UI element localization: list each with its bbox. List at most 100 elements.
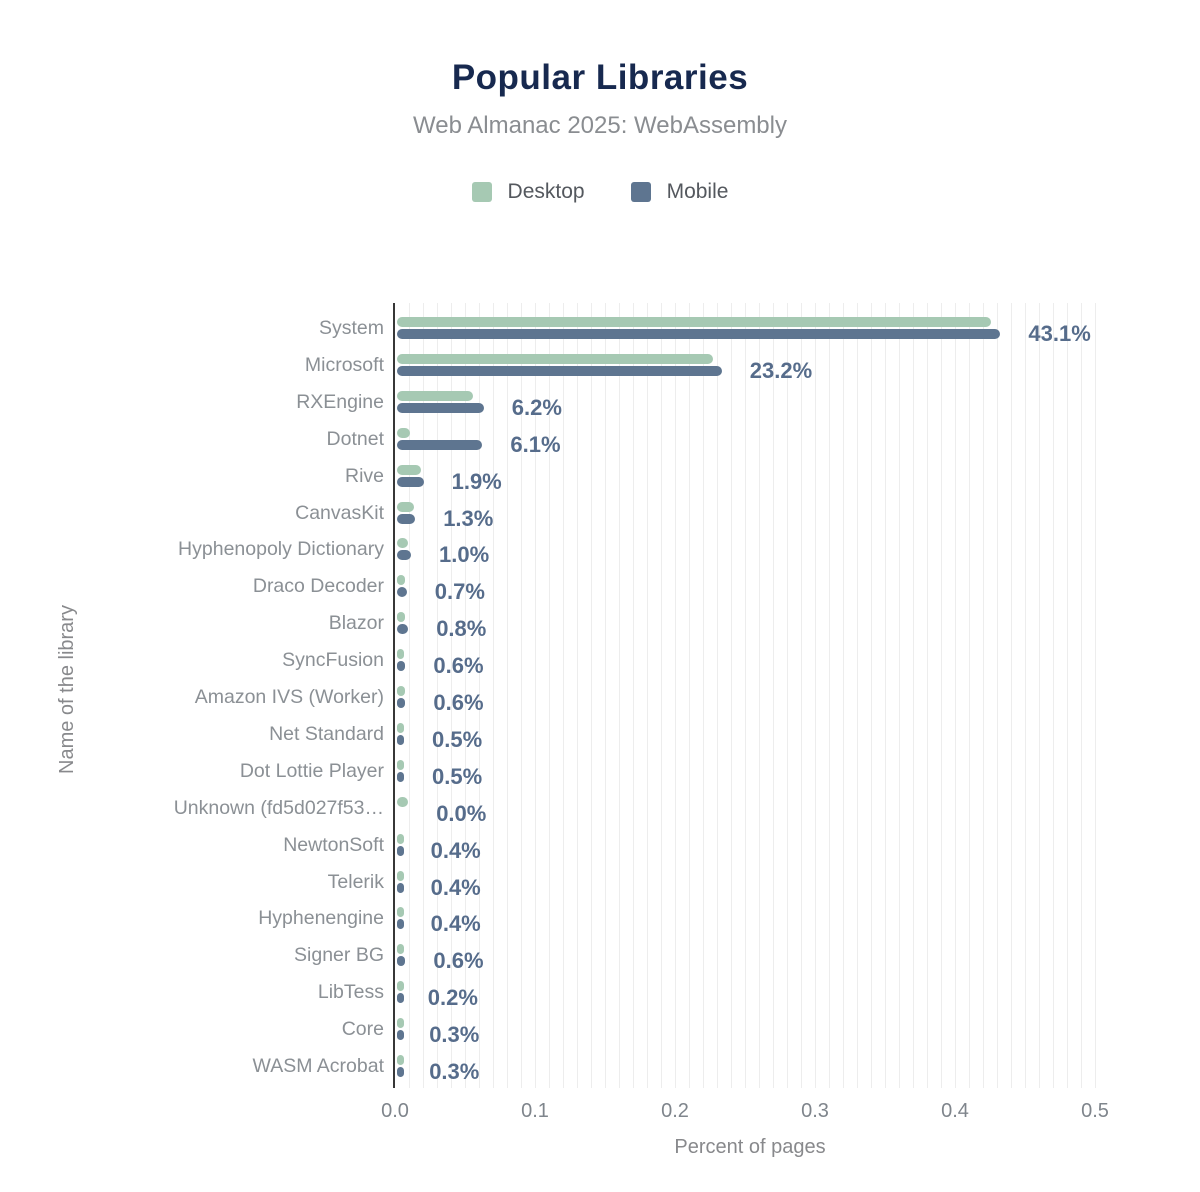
gridline: [913, 303, 914, 1088]
gridline: [1011, 303, 1012, 1088]
value-label: 1.0%: [439, 542, 490, 568]
category-label: Signer BG: [294, 944, 384, 967]
category-label: System: [318, 317, 384, 339]
gridline: [731, 303, 732, 1088]
desktop-bar[interactable]: [397, 390, 473, 401]
gridline: [1039, 303, 1040, 1088]
category-label: WASM Acrobat: [252, 1055, 384, 1077]
gridline: [997, 303, 998, 1088]
desktop-bar[interactable]: [397, 870, 404, 881]
category-label: Blazor: [328, 612, 384, 635]
plot-area: Percent of pages System 43.1% Microsoft 23.…: [174, 303, 1109, 1158]
gridline: [689, 303, 690, 1088]
x-tick-label: 0.5: [1081, 1100, 1109, 1122]
category-label: CanvasKit: [295, 501, 384, 524]
gridline: [451, 303, 452, 1088]
category-label: Telerik: [327, 870, 384, 893]
value-label: 0.2%: [427, 985, 478, 1011]
mobile-bar[interactable]: [397, 550, 411, 561]
gridline: [969, 303, 970, 1088]
chart-title: Popular Libraries: [451, 58, 749, 97]
x-tick-label: 0.2: [661, 1100, 689, 1122]
mobile-bar[interactable]: [397, 698, 406, 708]
mobile-bar[interactable]: [397, 476, 424, 487]
gridline: [857, 303, 858, 1088]
value-label: 0.8%: [436, 616, 487, 642]
value-label: 0.6%: [433, 690, 484, 715]
mobile-bar[interactable]: [397, 402, 484, 413]
gridline: [899, 303, 900, 1088]
mobile-bar[interactable]: [397, 661, 406, 672]
value-label: 0.4%: [430, 837, 481, 863]
value-label: 43.1%: [1028, 321, 1091, 346]
category-label: Core: [341, 1018, 384, 1041]
value-label: 0.7%: [434, 579, 485, 605]
desktop-bar[interactable]: [397, 981, 404, 992]
gridline: [535, 303, 536, 1088]
desktop-bar[interactable]: [397, 353, 714, 364]
mobile-bar[interactable]: [397, 624, 409, 635]
mobile-bar[interactable]: [397, 845, 404, 856]
mobile-bar[interactable]: [397, 439, 483, 450]
gridline: [605, 303, 606, 1088]
gridline: [983, 303, 984, 1088]
desktop-bar[interactable]: [397, 464, 421, 475]
gridline: [717, 303, 718, 1088]
mobile-bar[interactable]: [397, 956, 406, 967]
desktop-bar[interactable]: [397, 722, 404, 733]
desktop-bar[interactable]: [397, 686, 406, 696]
legend-item-desktop[interactable]: Desktop: [471, 180, 585, 204]
gridline: [941, 303, 942, 1088]
gridline: [843, 303, 844, 1088]
mobile-bar[interactable]: [397, 882, 404, 893]
desktop-bar[interactable]: [397, 1018, 404, 1029]
desktop-bar[interactable]: [397, 1055, 404, 1065]
mobile-bar[interactable]: [397, 587, 407, 598]
mobile-bar[interactable]: [397, 1067, 404, 1077]
category-label: Draco Decoder: [252, 575, 384, 598]
desktop-bar[interactable]: [397, 538, 409, 549]
desktop-bar[interactable]: [397, 612, 406, 623]
mobile-bar[interactable]: [397, 513, 416, 524]
category-label: Unknown (fd5d027f53…: [173, 796, 384, 819]
gridline: [633, 303, 634, 1088]
gridline: [423, 303, 424, 1088]
value-label: 0.6%: [433, 653, 484, 679]
desktop-bar[interactable]: [397, 796, 409, 807]
gridline: [927, 303, 928, 1088]
desktop-bar[interactable]: [397, 649, 404, 660]
desktop-bar[interactable]: [397, 759, 404, 770]
desktop-bar[interactable]: [397, 575, 406, 586]
desktop-bar[interactable]: [397, 501, 414, 512]
gridline: [675, 303, 676, 1088]
legend-item-mobile[interactable]: Mobile: [630, 180, 729, 204]
desktop-bar[interactable]: [397, 427, 410, 438]
value-label: 1.9%: [451, 468, 502, 494]
mobile-bar[interactable]: [397, 734, 404, 745]
gridline: [661, 303, 662, 1088]
category-label: Net Standard: [269, 722, 384, 745]
category-label: Dot Lottie Player: [239, 759, 384, 782]
value-label: 0.5%: [432, 763, 483, 789]
mobile-bar[interactable]: [397, 993, 404, 1004]
mobile-bar[interactable]: [397, 365, 722, 376]
chart-subtitle: Web Almanac 2025: WebAssembly: [413, 112, 787, 139]
desktop-bar[interactable]: [397, 907, 404, 918]
mobile-bar[interactable]: [397, 1030, 404, 1041]
category-label: Hyphenopoly Dictionary: [178, 538, 384, 561]
mobile-bar[interactable]: [397, 919, 404, 930]
desktop-bar[interactable]: [397, 833, 404, 844]
mobile-bar[interactable]: [397, 771, 404, 782]
legend-label: Mobile: [666, 180, 729, 203]
desktop-bar[interactable]: [397, 944, 404, 955]
mobile-swatch-icon: [630, 182, 651, 202]
x-tick-label: 0.1: [521, 1100, 549, 1122]
mobile-bar[interactable]: [397, 329, 1001, 339]
category-label: RXEngine: [296, 390, 384, 413]
gridline: [521, 303, 522, 1088]
gridline: [619, 303, 620, 1088]
desktop-bar[interactable]: [397, 317, 991, 327]
gridline: [1095, 303, 1096, 1088]
gridline: [885, 303, 886, 1088]
value-label: 0.3%: [429, 1059, 480, 1084]
